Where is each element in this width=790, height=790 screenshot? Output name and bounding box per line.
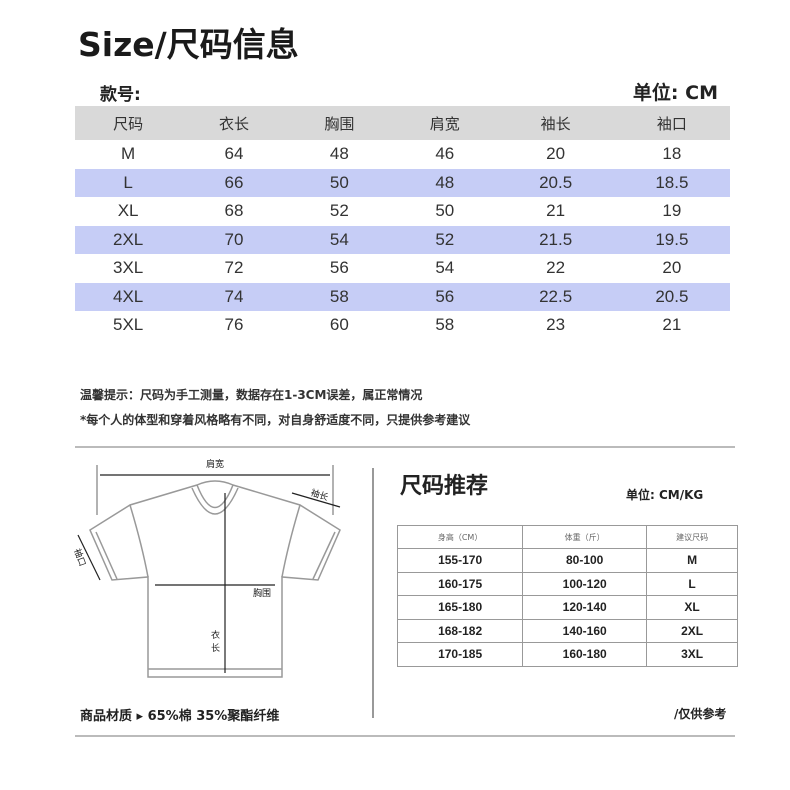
table-cell: 4XL (75, 282, 182, 311)
column-header: 体重（斤） (522, 525, 648, 549)
table-cell: 2XL (75, 225, 182, 254)
table-cell: 52 (329, 201, 349, 221)
table-cell: 20 (662, 258, 682, 278)
table-cell: 168-182 (396, 618, 524, 643)
tshirt-diagram: 肩宽 袖长 袖口 胸围 衣 长 (71, 458, 341, 678)
column-header: 袖口 (613, 106, 730, 140)
table-cell: 100-120 (522, 571, 648, 596)
table-cell: 58 (286, 282, 393, 311)
table-cell: 22 (546, 258, 566, 278)
table-cell: 18 (662, 144, 682, 164)
table-row: 155-170 80-100 M (396, 548, 738, 573)
table-row: 160-175 100-120 L (396, 571, 738, 596)
column-header: 袖长 (497, 106, 614, 140)
table-cell: 50 (435, 201, 455, 221)
table-row: 170-185 160-180 3XL (396, 642, 738, 667)
column-header: 肩宽 (392, 106, 498, 140)
column-header: 胸围 (286, 106, 393, 140)
table-cell: 18.5 (613, 168, 730, 197)
table-cell: 80-100 (522, 548, 648, 573)
table-cell: M (646, 548, 738, 573)
material-info: 商品材质 ▸ 65%棉 35%聚酯纤维 (80, 709, 280, 724)
table-cell: 60 (329, 315, 349, 335)
page-title: Size/尺码信息 (78, 25, 299, 64)
table-row: M 64 48 46 20 18 (75, 140, 730, 169)
measurement-note: 温馨提示：尺码为手工测量，数据存在1-3CM误差，属正常情况 (80, 388, 423, 402)
chest-label: 胸围 (253, 587, 271, 599)
table-cell: 21 (546, 201, 566, 221)
table-cell: 155-170 (396, 548, 524, 573)
table-row: 3XL 72 56 54 22 20 (75, 254, 730, 283)
table-cell: 165-180 (396, 595, 524, 620)
table-cell: 160-175 (396, 571, 524, 596)
column-header: 衣长 (181, 106, 287, 140)
style-number-label: 款号: (100, 85, 141, 105)
table-cell: 48 (392, 168, 498, 197)
table-row: XL 68 52 50 21 19 (75, 197, 730, 226)
table-cell: 64 (224, 144, 244, 164)
table-cell: 58 (435, 315, 455, 335)
recommendation-table: 身高（CM） 体重（斤） 建议尺码 155-170 80-100 M 160-175 100… (396, 525, 738, 667)
table-cell: 56 (392, 282, 498, 311)
length-label-1: 衣 (211, 629, 220, 641)
table-cell: 56 (329, 258, 349, 278)
recommendation-title: 尺码推荐 (400, 474, 489, 499)
table-cell: 160-180 (522, 642, 648, 667)
table-cell: 21.5 (497, 225, 614, 254)
table-row: L 66 50 48 20.5 18.5 (75, 168, 730, 197)
column-header: 尺码 (75, 106, 182, 140)
divider (75, 446, 735, 448)
fit-note: *每个人的体型和穿着风格略有不同，对自身舒适度不同，只提供参考建议 (80, 413, 471, 427)
table-cell: 48 (329, 144, 349, 164)
table-cell: 20.5 (613, 282, 730, 311)
table-cell: 50 (286, 168, 393, 197)
table-cell: 20 (546, 144, 566, 164)
shoulder-label: 肩宽 (206, 458, 224, 470)
table-cell: 140-160 (522, 618, 648, 643)
table-cell: 21 (662, 315, 682, 335)
table-cell: 76 (224, 315, 244, 335)
table-cell: L (646, 571, 738, 596)
table-cell: 20.5 (497, 168, 614, 197)
table-cell: 2XL (646, 618, 738, 643)
bottom-divider (75, 735, 735, 737)
table-cell: 68 (224, 201, 244, 221)
table-cell: XL (117, 201, 139, 221)
table-cell: 19.5 (613, 225, 730, 254)
table-row: 2XL 70 54 52 21.5 19.5 (75, 225, 730, 254)
table-row: 168-182 140-160 2XL (396, 618, 738, 643)
size-table: 尺码 衣长 胸围 肩宽 袖长 袖口 M 64 48 46 20 18 L 66 50 48 20.5 18.5 X… (75, 106, 730, 340)
table-row: 165-180 120-140 XL (396, 595, 738, 620)
table-cell: 3XL (646, 642, 738, 667)
table-row: 5XL 76 60 58 23 21 (75, 311, 730, 340)
table-cell: M (121, 144, 136, 164)
table-cell: 70 (181, 225, 287, 254)
table-cell: XL (646, 595, 738, 620)
table-cell: 74 (181, 282, 287, 311)
column-header: 建议尺码 (646, 525, 738, 549)
table-cell: 52 (392, 225, 498, 254)
table-cell: 120-140 (522, 595, 648, 620)
length-label-2: 长 (211, 642, 220, 654)
table-cell: L (75, 168, 182, 197)
table-cell: 54 (435, 258, 455, 278)
table-row: 4XL 74 58 56 22.5 20.5 (75, 282, 730, 311)
table-cell: 54 (286, 225, 393, 254)
table-cell: 5XL (112, 315, 144, 335)
table-cell: 46 (435, 144, 455, 164)
unit-label: 单位: CM (632, 82, 718, 104)
section-divider (372, 468, 374, 718)
table-cell: 19 (662, 201, 682, 221)
reference-note: /仅供参考 (674, 707, 727, 721)
table-cell: 72 (224, 258, 244, 278)
table-cell: 170-185 (396, 642, 524, 667)
table-cell: 66 (181, 168, 287, 197)
column-header: 身高（CM） (396, 525, 524, 549)
table-cell: 23 (546, 315, 566, 335)
table-cell: 3XL (112, 258, 144, 278)
recommendation-unit: 单位: CM/KG (626, 488, 704, 502)
sleeve-length-label: 袖长 (309, 486, 330, 503)
table-cell: 22.5 (497, 282, 614, 311)
